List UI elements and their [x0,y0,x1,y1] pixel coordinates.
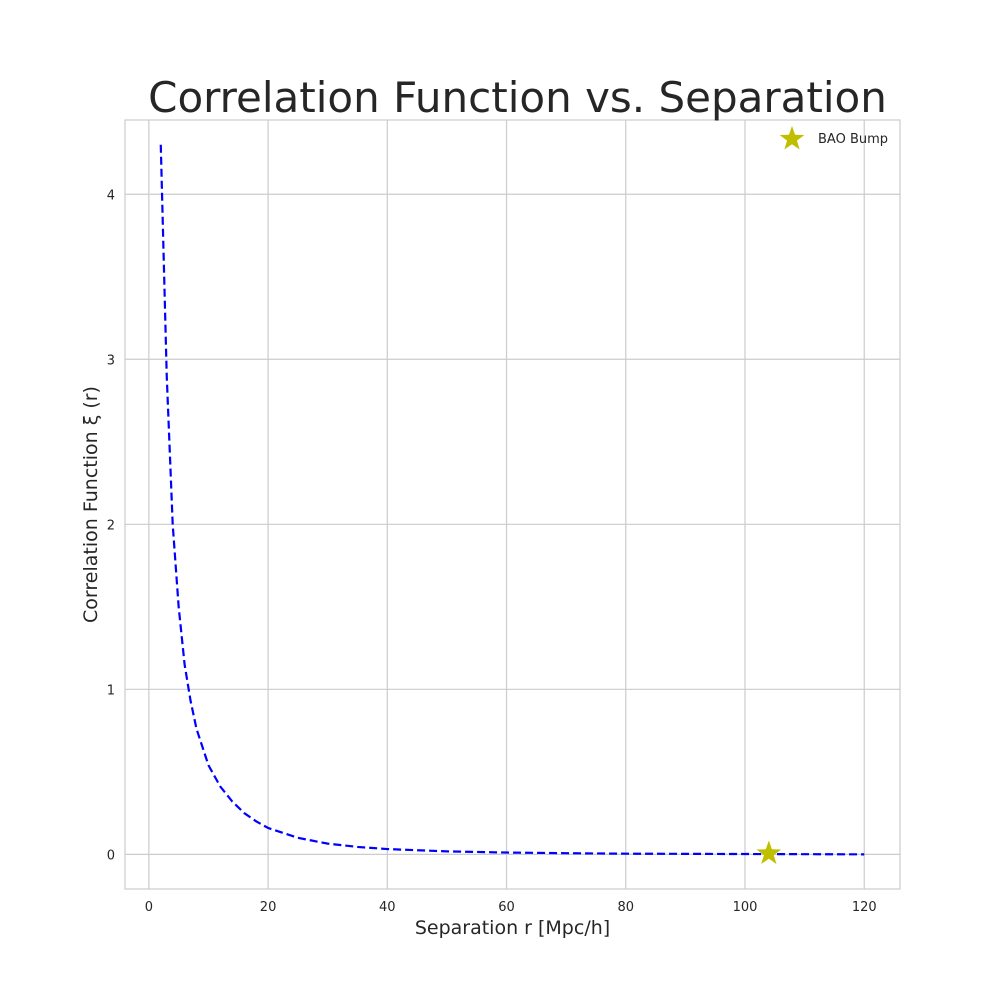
x-tick-label: 60 [498,900,515,915]
legend-label: BAO Bump [818,132,888,147]
series-layer [159,144,865,865]
legend-star-icon [779,126,805,150]
correlation-line [159,144,865,856]
x-tick-label: 40 [379,900,396,915]
y-tick-label: 2 [107,518,115,533]
x-axis-label: Separation r [Mpc/h] [415,917,610,939]
x-tick-label: 0 [145,900,153,915]
grid [125,120,900,889]
legend: BAO Bump [779,126,888,150]
x-tick-label: 80 [617,900,634,915]
bao-bump-point [756,840,782,865]
x-tick-label: 120 [852,900,877,915]
y-tick-label: 1 [107,683,115,698]
x-tick-label: 20 [260,900,277,915]
plot-frame [124,119,901,890]
y-tick-label: 0 [107,848,115,863]
x-tick-label: 100 [733,900,758,915]
y-tick-label: 4 [107,188,115,203]
chart-title: Correlation Function vs. Separation [148,73,887,122]
tick-labels: 0 20 40 60 80 100 120 0 1 2 3 4 [107,188,877,915]
y-axis-label: Correlation Function ξ (r) [80,386,102,623]
y-tick-label: 3 [107,353,115,368]
